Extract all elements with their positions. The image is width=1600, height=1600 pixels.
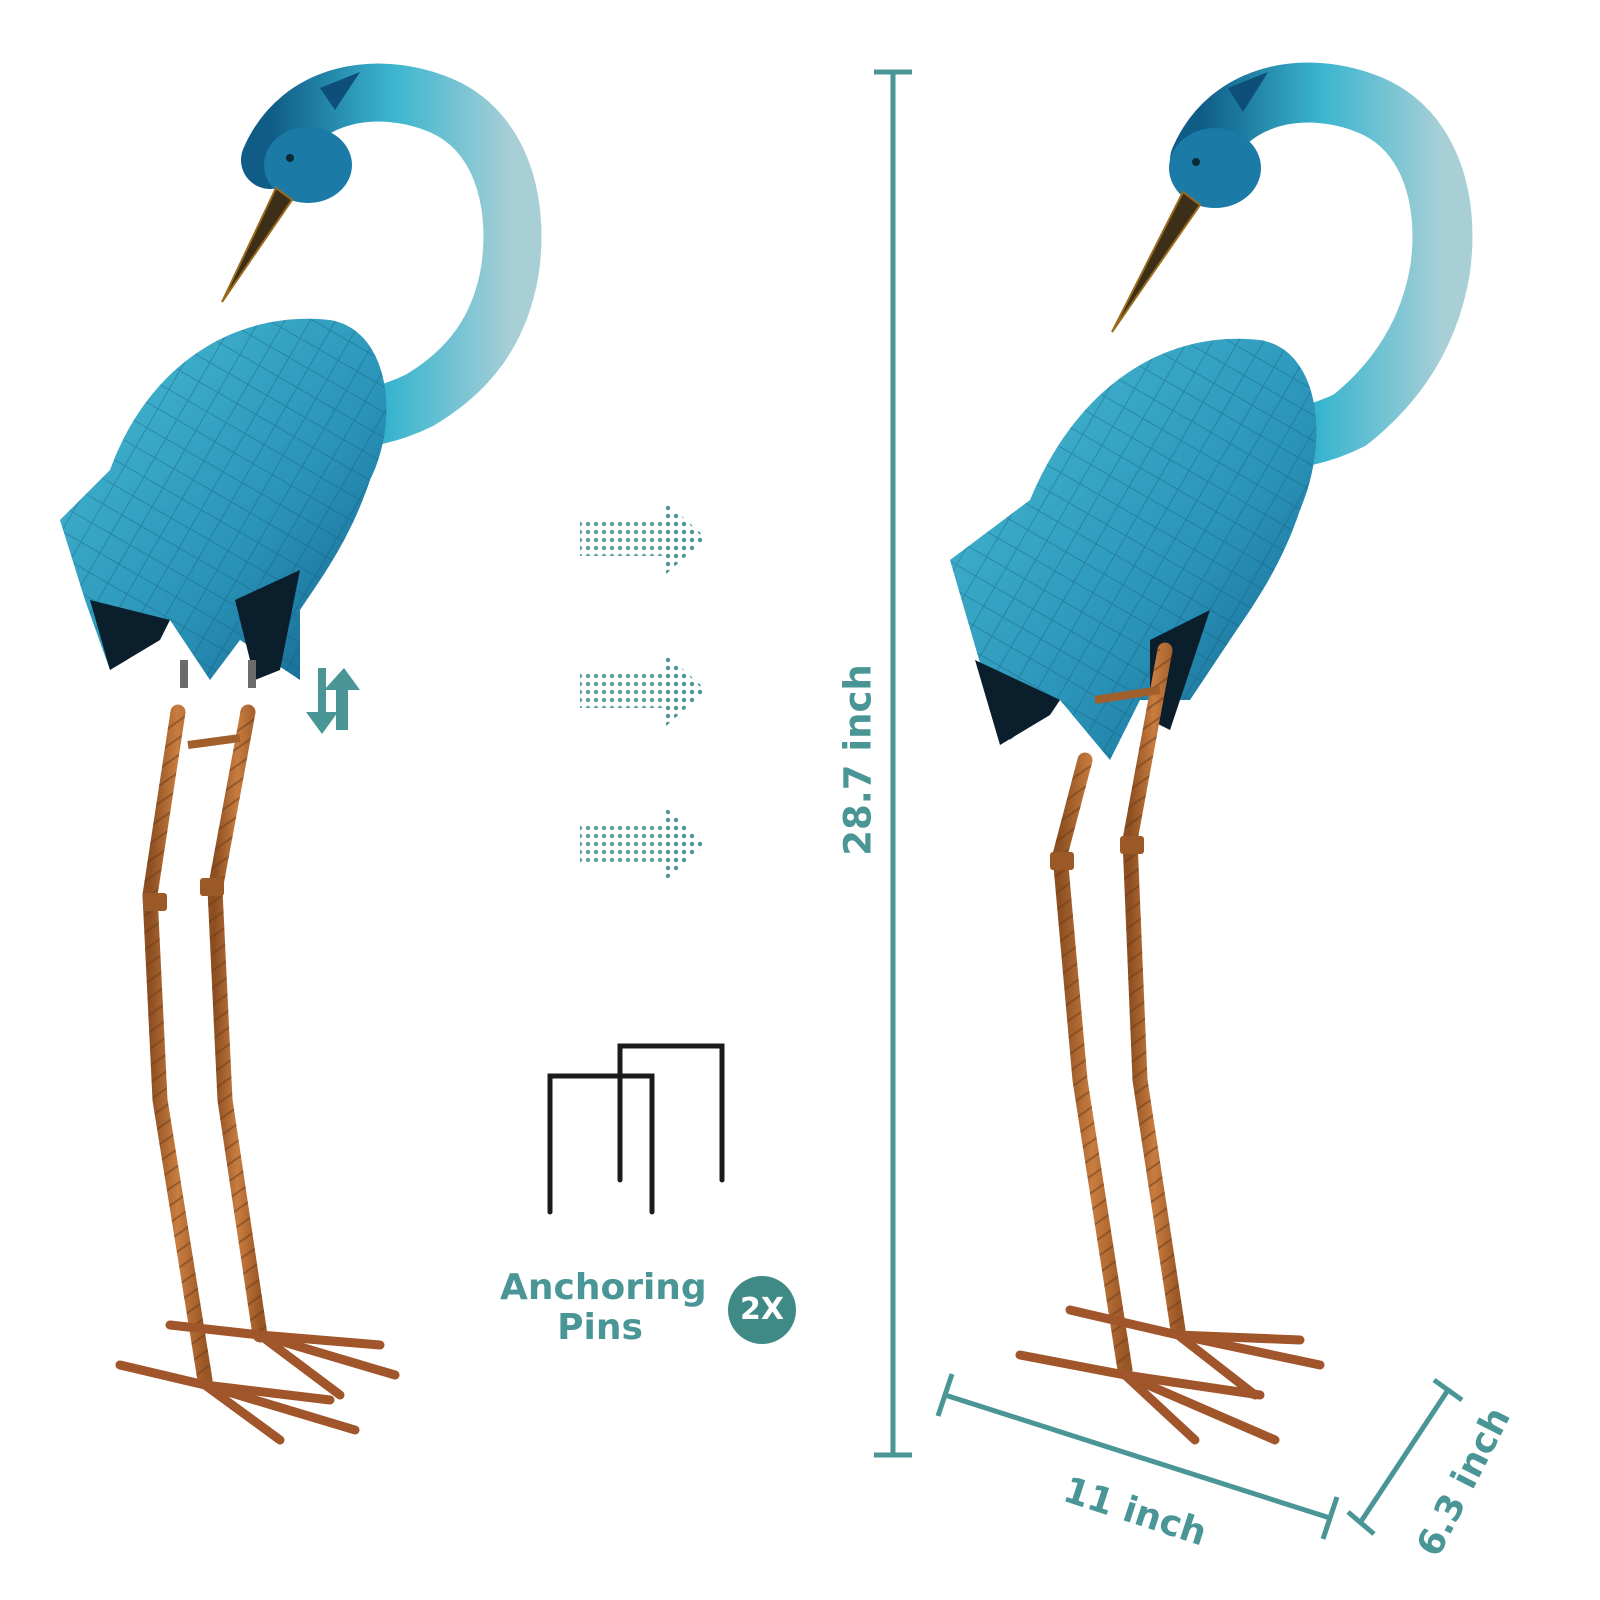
pins-label-line2: Pins	[557, 1307, 643, 1348]
pins-quantity-badge: 2X	[728, 1276, 796, 1344]
crane-left-legs	[115, 704, 400, 1445]
crane-right-legs	[1015, 642, 1325, 1445]
dotted-arrow-icon	[580, 500, 706, 576]
anchoring-pin-icon	[547, 1043, 725, 1215]
dotted-arrow-icon	[580, 806, 706, 882]
depth-dimension	[1346, 1377, 1464, 1536]
pins-label-line1: Anchoring	[500, 1267, 707, 1308]
height-label: 28.7 inch	[836, 664, 880, 856]
crane-right	[950, 62, 1473, 1445]
crane-right-body	[950, 62, 1473, 760]
crane-left-body	[60, 63, 542, 688]
crane-left	[60, 63, 542, 1445]
arrows-group	[580, 500, 706, 882]
width-dimension	[935, 1373, 1340, 1540]
swap-arrows-icon	[306, 668, 360, 734]
height-dimension	[874, 69, 912, 1458]
dotted-arrow-icon	[580, 652, 706, 728]
pins-label: Anchoring Pins	[500, 1267, 707, 1348]
